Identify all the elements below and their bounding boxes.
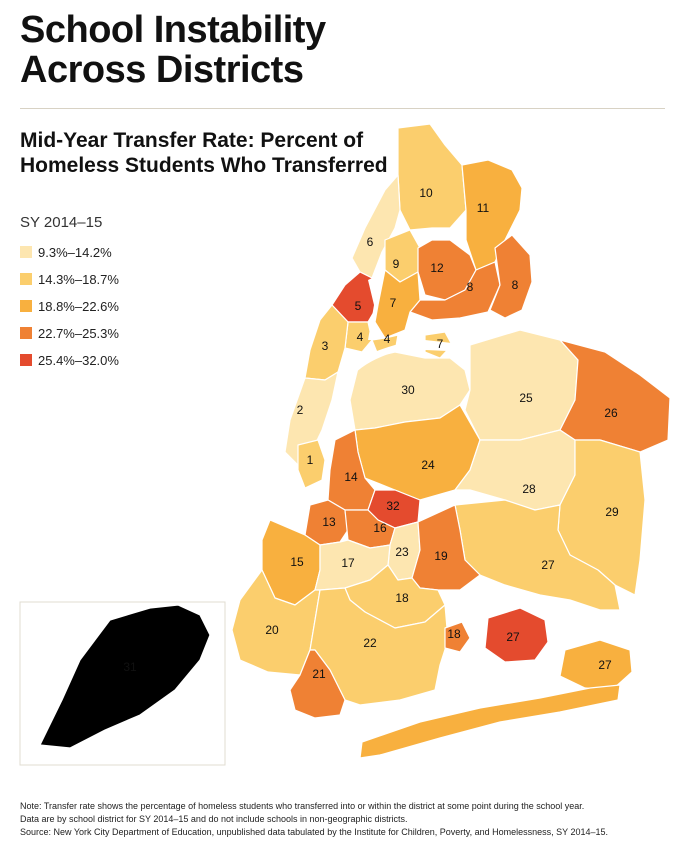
- label-17: 17: [341, 556, 355, 570]
- source-text: Source: New York City Department of Educ…: [20, 827, 609, 837]
- title-divider: [20, 108, 665, 109]
- label-28: 28: [522, 482, 536, 496]
- label-11: 11: [477, 201, 490, 215]
- label-27: 27: [541, 558, 555, 572]
- map-legend: 9.3%–14.2% 14.3%–18.7% 18.8%–22.6% 22.7%…: [20, 242, 119, 377]
- legend-swatch: [20, 273, 32, 285]
- label-2: 2: [297, 403, 304, 417]
- label-7b: 7: [437, 337, 444, 351]
- label-15: 15: [290, 555, 304, 569]
- district-25: [464, 329, 579, 441]
- district-27-east: [559, 639, 633, 691]
- district-1: [297, 439, 326, 489]
- harlem-river: [368, 278, 378, 340]
- legend-item: 9.3%–14.2%: [20, 242, 119, 262]
- legend-label: 9.3%–14.2%: [38, 244, 112, 260]
- label-21: 21: [312, 667, 326, 681]
- legend-label: 22.7%–25.3%: [38, 325, 119, 341]
- label-18: 18: [395, 591, 409, 605]
- page-title: School Instability Across Districts: [20, 9, 326, 91]
- district-21: [289, 649, 346, 719]
- legend-item: 14.3%–18.7%: [20, 269, 119, 289]
- east-river: [338, 340, 470, 385]
- label-6: 6: [367, 235, 374, 249]
- label-26: 26: [604, 406, 618, 420]
- legend-swatch: [20, 354, 32, 366]
- note-text: Note: Transfer rate shows the percentage…: [20, 801, 585, 811]
- legend-item: 22.7%–25.3%: [20, 323, 119, 343]
- label-13: 13: [322, 515, 336, 529]
- footnotes: Note: Transfer rate shows the percentage…: [20, 800, 680, 839]
- map-subtitle: SY 2014–15: [20, 214, 103, 231]
- label-5: 5: [355, 299, 362, 313]
- legend-label: 18.8%–22.6%: [38, 298, 119, 314]
- label-19: 19: [434, 549, 448, 563]
- label-9: 9: [393, 257, 400, 271]
- label-22: 22: [363, 636, 377, 650]
- label-1: 1: [307, 453, 314, 467]
- label-25: 25: [519, 391, 533, 405]
- label-7: 7: [390, 296, 397, 310]
- label-29: 29: [605, 505, 619, 519]
- district-19: [411, 504, 481, 591]
- label-20: 20: [265, 623, 279, 637]
- district-8b: [489, 234, 533, 319]
- district-27-jamaica-bay: [484, 607, 549, 663]
- label-16: 16: [373, 521, 387, 535]
- legend-item: 18.8%–22.6%: [20, 296, 119, 316]
- label-4: 4: [357, 330, 364, 344]
- label-30: 30: [401, 383, 415, 397]
- district-10: [397, 123, 467, 231]
- district-27-rockaway: [359, 684, 621, 759]
- legend-swatch: [20, 327, 32, 339]
- label-27-east: 27: [598, 658, 612, 672]
- data-note-text: Data are by school district for SY 2014–…: [20, 814, 408, 824]
- district-7: [374, 269, 421, 339]
- label-27-bay: 27: [506, 630, 520, 644]
- label-32: 32: [386, 499, 400, 513]
- legend-item: 25.4%–32.0%: [20, 350, 119, 370]
- label-8b: 8: [512, 278, 519, 292]
- label-24: 24: [421, 458, 435, 472]
- legend-label: 14.3%–18.7%: [38, 271, 119, 287]
- district-18b: [444, 621, 471, 653]
- label-4b: 4: [384, 332, 391, 346]
- label-18b: 18: [447, 627, 461, 641]
- district-31: [39, 604, 211, 749]
- district-26: [559, 339, 671, 453]
- legend-label: 25.4%–32.0%: [38, 352, 119, 368]
- legend-swatch: [20, 300, 32, 312]
- label-12: 12: [430, 261, 444, 275]
- district-labels: 10 11 6 9 12 8 8 5 7 4 4 7 3 2 30 25 26 …: [123, 186, 619, 681]
- legend-swatch: [20, 246, 32, 258]
- label-3: 3: [322, 339, 329, 353]
- label-31: 31: [123, 660, 137, 674]
- label-14: 14: [344, 470, 358, 484]
- map-title: Mid-Year Transfer Rate: Percent of Homel…: [20, 129, 388, 177]
- label-8: 8: [467, 280, 474, 294]
- label-10: 10: [419, 186, 433, 200]
- label-23: 23: [395, 545, 409, 559]
